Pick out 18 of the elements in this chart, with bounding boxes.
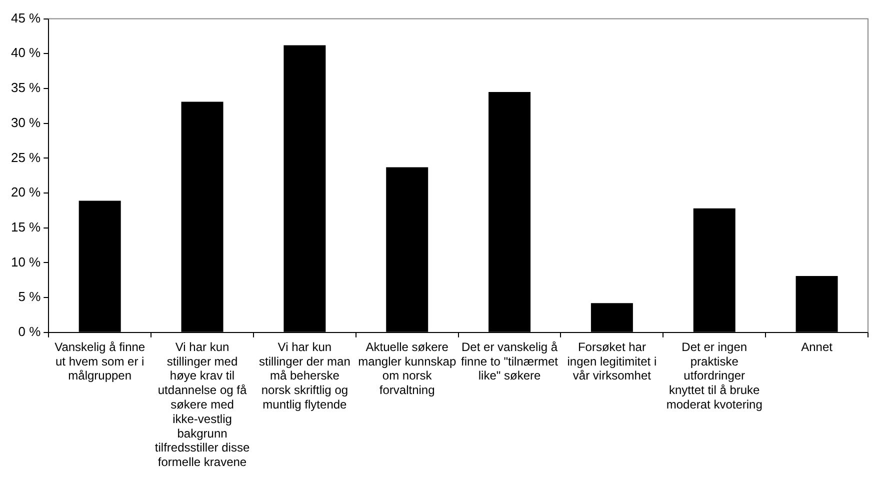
y-tick-label: 15 %: [10, 219, 42, 234]
y-tick-label: 20 %: [10, 184, 42, 200]
x-tick-label: Det er vanskelig å finne to "tilnærmet like" søkere: [461, 340, 559, 383]
y-tick-label: 40 %: [10, 45, 42, 60]
x-tick-label: Annet: [801, 340, 834, 354]
x-tick-label: Forsøket har ingen legitimitet i vår virksomhet: [567, 340, 657, 383]
x-tick-label: Aktuelle søkere mangler kunnskap om norsk forvaltning: [358, 340, 456, 398]
y-tick-label: 45 %: [10, 10, 42, 26]
y-tick-label: 30 %: [10, 114, 42, 130]
x-tick-label: Vanskelig å finne ut hvem som er i målgruppen: [54, 340, 146, 383]
x-tick-label: Vi har kun stillinger der man må beherske norsk skriftlig og muntlig flytende: [258, 340, 350, 412]
y-tick-label: 5 %: [18, 289, 42, 304]
y-tick-label: 0 %: [18, 324, 42, 339]
y-tick-label: 25 %: [10, 150, 42, 165]
category-label: Vi har kun stillinger med høye krav til utdannelse og få søkere med ikke-vestlig bakgrunn tilfredsstiller disse formelle kravene: [154, 340, 250, 470]
y-tick-label: 35 %: [10, 80, 42, 96]
y-tick-label: 10 %: [10, 254, 42, 270]
x-tick-label: Det er ingen praktiske utfordringer knyttet til å bruke moderat kvotering: [666, 340, 762, 412]
